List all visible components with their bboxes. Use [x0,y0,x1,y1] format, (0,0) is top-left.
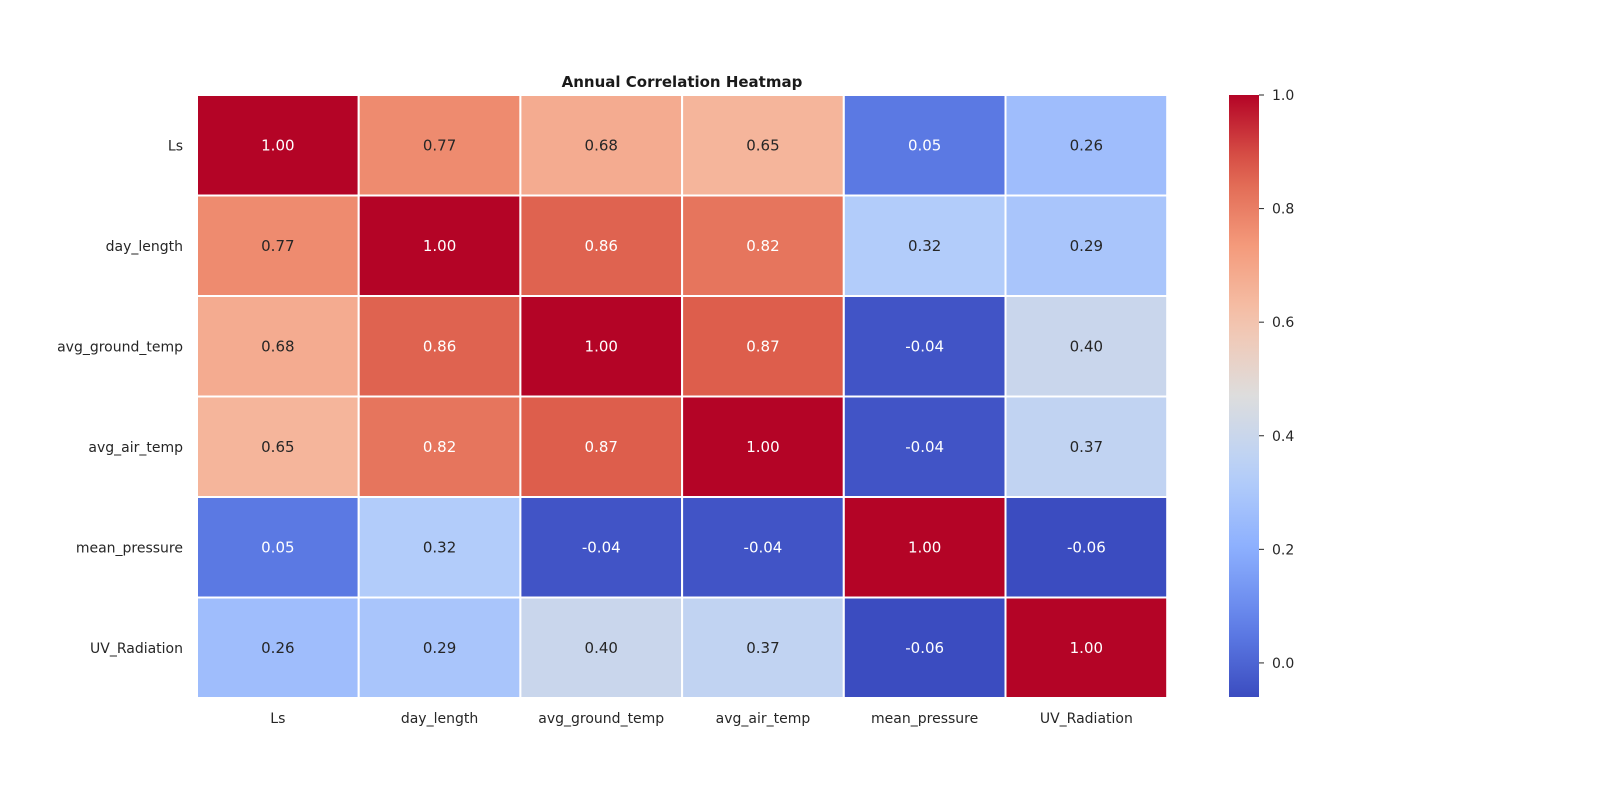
heatmap-cell-mean_pressure-Ls [196,496,360,599]
cell-value-label: 0.40 [1070,337,1103,355]
cell-value-label: 0.37 [746,639,779,657]
y-axis-tick-labels: Ls day_length avg_ground_temp avg_air_tempm… [57,138,183,657]
cell-value-label: 0.82 [423,438,456,456]
cell-value-label: 1.00 [423,237,456,255]
heatmap-cell-Ls-Ls [196,94,360,197]
cell-value-label: 0.82 [746,237,779,255]
heatmap-cell-mean_pressure-avg_ground_temp [519,496,684,599]
cell-value-label: 0.68 [585,136,618,154]
heatmap-cell-avg_air_temp-UV_Radiation [1004,395,1169,498]
heatmap-cell-avg_ground_temp-mean_pressure [842,295,1007,398]
heatmap-cell-mean_pressure-UV_Radiation [1004,496,1169,599]
heatmap-cell-UV_Radiation-avg_air_temp [681,596,845,699]
x-tick-label: avg_ground_temp [538,711,664,727]
cell-value-label: 0.68 [261,337,294,355]
colorbar: 0.0 0.2 0.4 0.6 0.8 1.0 [1229,88,1294,697]
heatmap-cell-day_length-day_length [357,194,522,297]
y-tick-label: UV_Radiation [90,641,183,657]
cell-value-label: 0.77 [261,237,294,255]
cell-value-label: 1.00 [1070,639,1103,657]
cell-value-label: -0.06 [1067,538,1106,556]
cell-value-label: 0.65 [261,438,294,456]
cell-value-label: 0.05 [908,136,941,154]
cell-value-label: -0.04 [905,438,944,456]
cell-value-label: 0.87 [585,438,618,456]
cell-value-label: 0.26 [261,639,294,657]
cell-value-label: -0.04 [744,538,783,556]
cell-value-label: 1.00 [908,538,941,556]
x-tick-label: UV_Radiation [1040,711,1133,727]
cell-value-label: 0.32 [423,538,456,556]
y-tick-label: mean_pressure [76,540,183,556]
heatmap-cell-UV_Radiation-Ls [196,596,360,699]
cell-value-label: 0.29 [423,639,456,657]
cell-value-label: 0.29 [1070,237,1103,255]
y-tick-label: avg_ground_temp [57,339,183,355]
colorbar-tick-label: 0.2 [1272,542,1294,558]
heatmap-cell-Ls-day_length [357,94,522,197]
colorbar-tick-label: 0.4 [1272,429,1294,445]
heatmap-cell-Ls-UV_Radiation [1004,94,1169,197]
colorbar-tick-label: 0.8 [1272,202,1294,218]
heatmap-cell-day_length-avg_air_temp [681,194,845,297]
colorbar-tick-label: 0.6 [1272,315,1294,331]
x-tick-label: day_length [401,711,478,727]
heatmap-cell-avg_air_temp-Ls [196,395,360,498]
colorbar-tick-label: 0.0 [1272,656,1294,672]
heatmap-cell-UV_Radiation-mean_pressure [842,596,1007,699]
cell-value-label: 0.37 [1070,438,1103,456]
cell-value-label: 0.87 [746,337,779,355]
x-tick-label: mean_pressure [871,711,978,727]
chart-title: Annual Correlation Heatmap [562,73,803,91]
y-tick-label: avg_air_temp [88,440,183,456]
cell-value-label: -0.04 [905,337,944,355]
cell-value-label: 0.86 [585,237,618,255]
y-tick-label: Ls [168,138,183,154]
heatmap-cell-Ls-avg_ground_temp [519,94,684,197]
colorbar-tick-label: 1.0 [1272,88,1294,104]
cell-value-label: 0.77 [423,136,456,154]
heatmap-cell-mean_pressure-mean_pressure [842,496,1007,599]
x-axis-tick-labels: Ls day_length avg_ground_temp avg_air_temp m… [270,711,1133,727]
cell-value-label: 1.00 [746,438,779,456]
colorbar-gradient [1229,95,1259,697]
heatmap-cell-avg_ground_temp-UV_Radiation [1004,295,1169,398]
cell-value-label: 0.32 [908,237,941,255]
cell-value-label: 1.00 [261,136,294,154]
cell-value-label: 0.05 [261,538,294,556]
x-tick-label: Ls [270,711,285,727]
cell-value-label: 0.86 [423,337,456,355]
cell-value-label: 1.00 [585,337,618,355]
heatmap-cell-avg_air_temp-day_length [357,395,522,498]
cell-value-label: 0.26 [1070,136,1103,154]
heatmap-cell-avg_ground_temp-day_length [357,295,522,398]
heatmap-cell-avg_air_temp-avg_ground_temp [519,395,684,498]
y-tick-label: day_length [106,239,183,255]
heatmap-cell-mean_pressure-avg_air_temp [681,496,845,599]
heatmap-cell-avg_air_temp-mean_pressure [842,395,1007,498]
heatmap-cell-day_length-UV_Radiation [1004,194,1169,297]
cell-value-label: 0.65 [746,136,779,154]
heatmap-cells: 1.00 0.77 0.68 0.65 0.05 0.26 0.77 1.00 0.86 0.82… [196,94,1169,699]
heatmap-cell-avg_air_temp-avg_air_temp [681,395,845,498]
cell-value-label: -0.04 [582,538,621,556]
cell-value-label: 0.40 [585,639,618,657]
cell-value-label: -0.06 [905,639,944,657]
heatmap-cell-UV_Radiation-UV_Radiation [1004,596,1169,699]
x-tick-label: avg_air_temp [716,711,811,727]
heatmap-cell-avg_ground_temp-avg_air_temp [681,295,845,398]
